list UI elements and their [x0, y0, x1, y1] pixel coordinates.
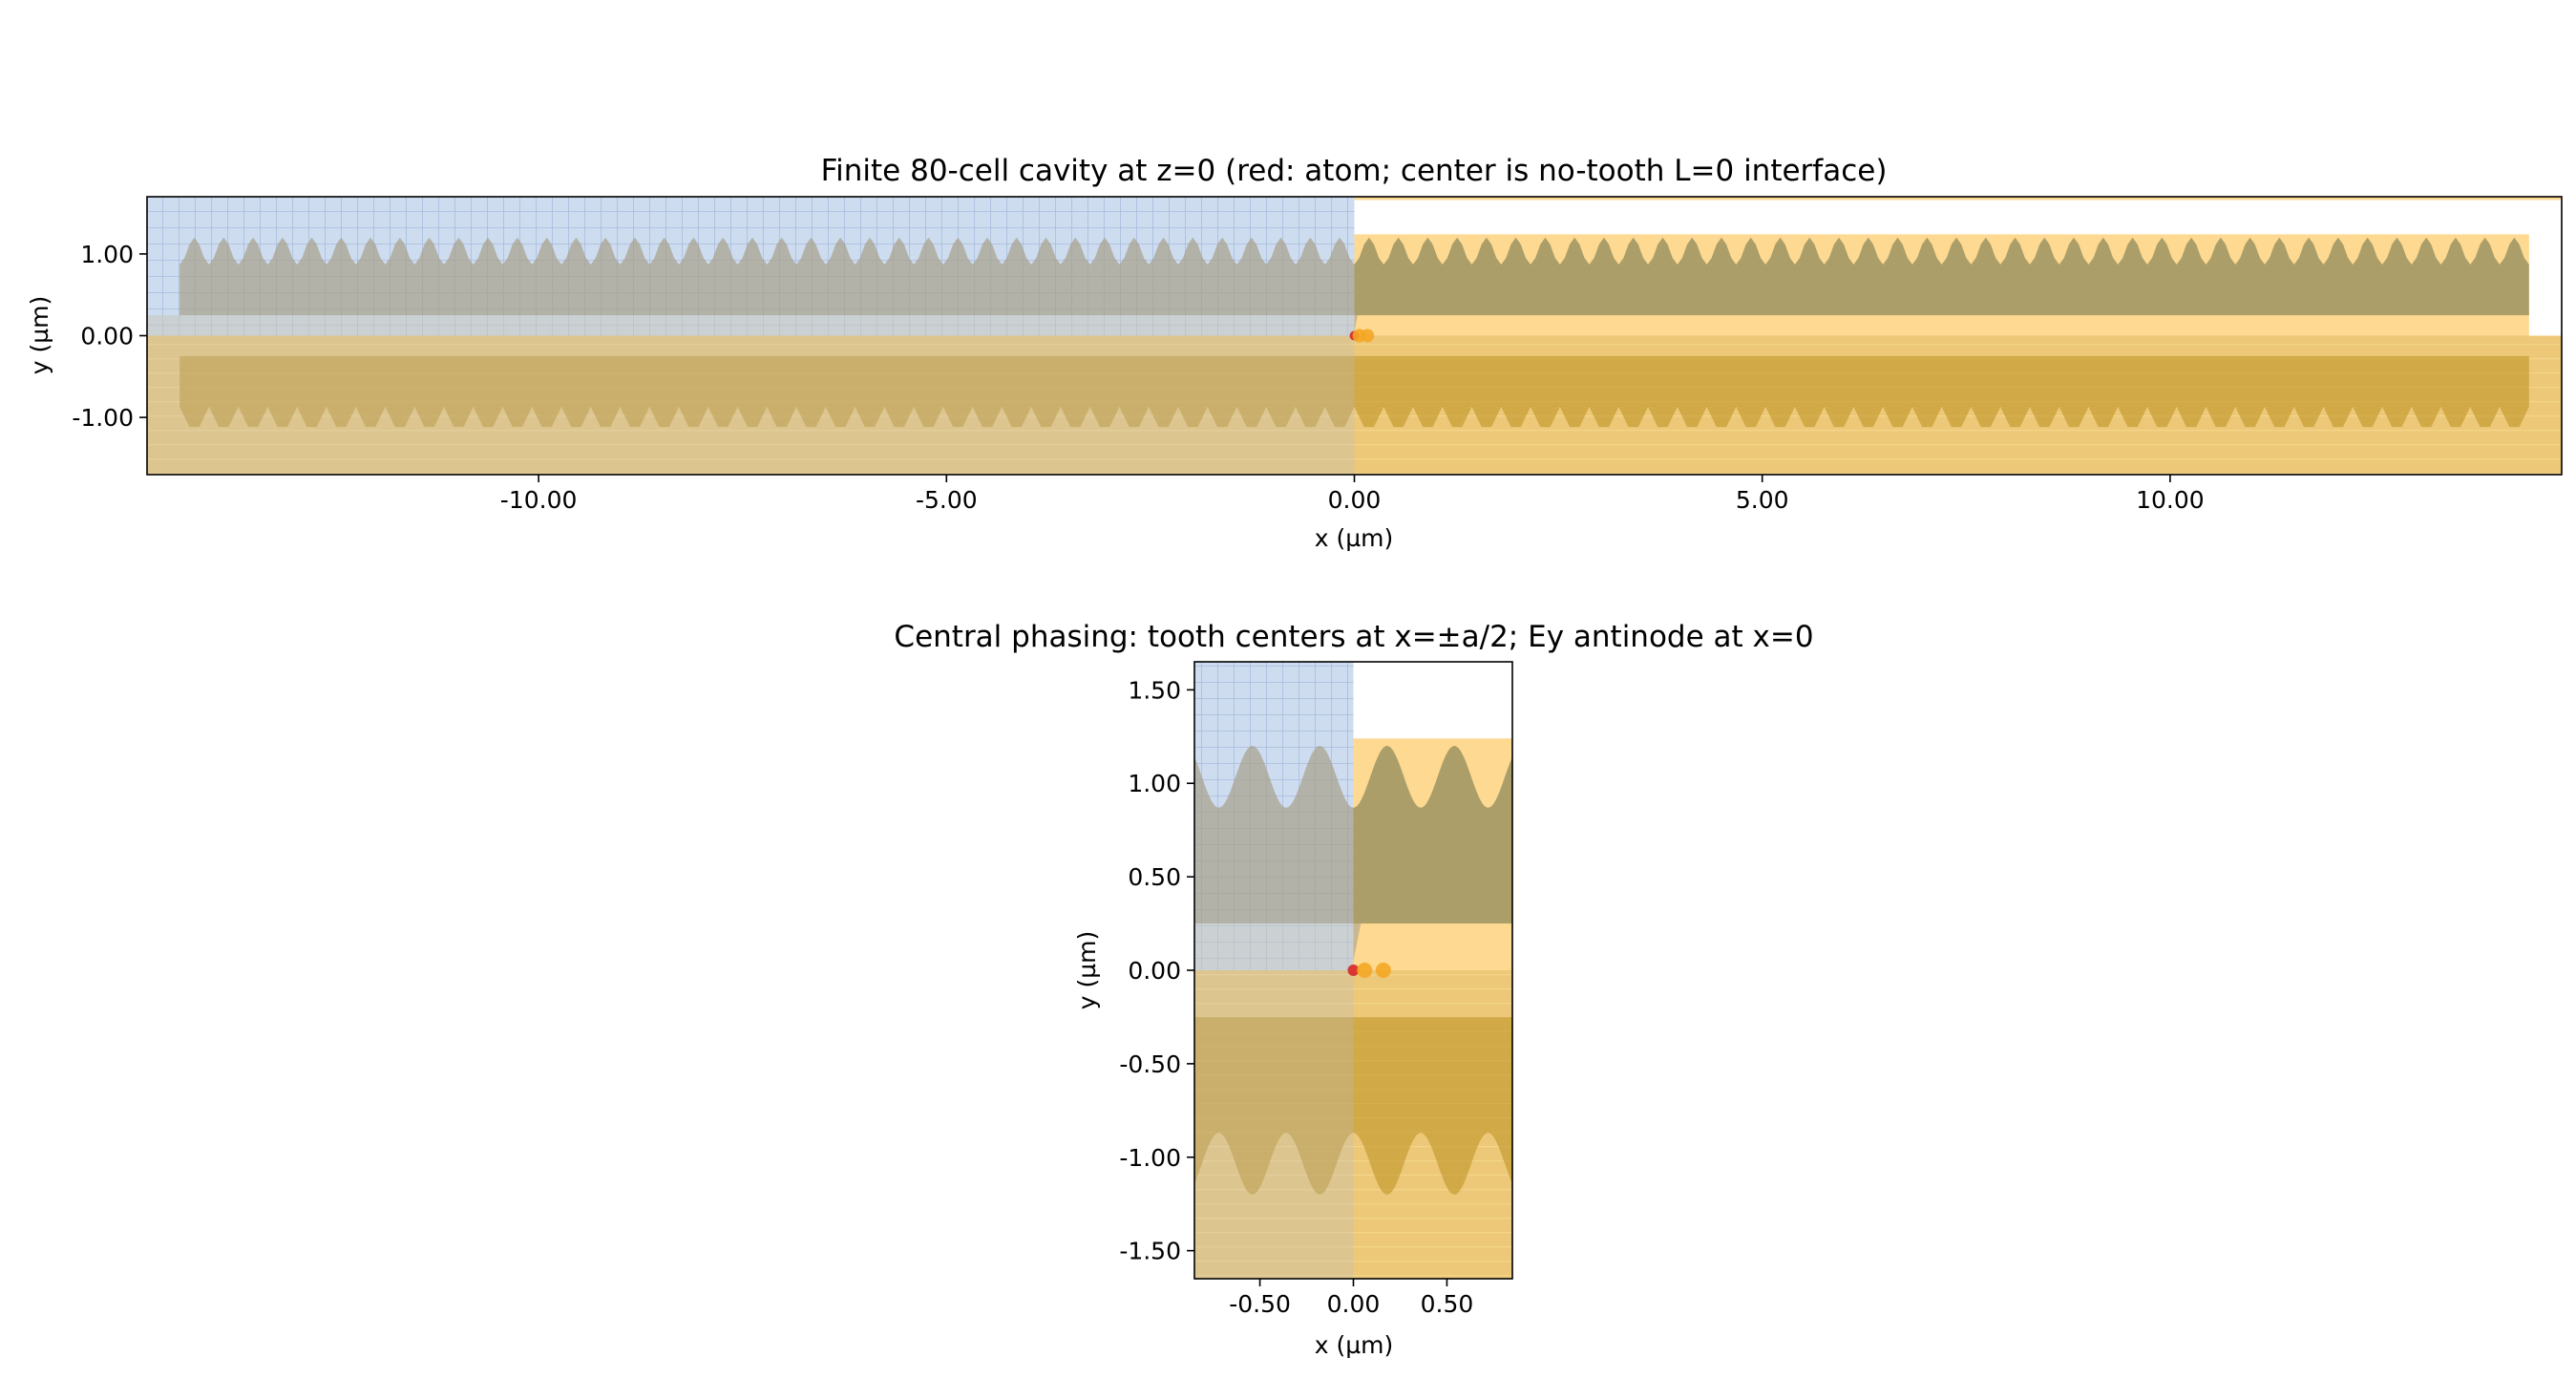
- y-tick-label: 1.00: [1128, 770, 1181, 797]
- top-y-axis-label: y (µm): [26, 296, 53, 375]
- y-tick-label: 0.50: [1128, 863, 1181, 891]
- x-tick-label: -5.00: [916, 486, 978, 514]
- y-tick-label: 1.00: [80, 241, 134, 268]
- y-tick-label: -1.00: [1119, 1144, 1181, 1172]
- bottom-y-ticks: 1.50 1.00 0.50 0.00 -0.50 -1.00 -1.50: [1119, 676, 1194, 1265]
- left-substrate-tint: [147, 335, 1355, 475]
- x-tick-label: 0.50: [1421, 1290, 1474, 1318]
- bottom-y-axis-label: y (µm): [1073, 931, 1101, 1010]
- top-panel: -10.00 -5.00 0.00 5.00 10.00 1.00 0.00 -1.00 F…: [26, 154, 2563, 552]
- top-structure-layers: [147, 197, 2562, 475]
- top-y-ticks: 1.00 0.00 -1.00: [72, 241, 147, 432]
- marker-monitor: [1361, 329, 1375, 343]
- y-tick-label: -1.50: [1119, 1238, 1181, 1265]
- interface-notch: [1354, 315, 1358, 332]
- bottom-panel: -0.50 0.00 0.50 1.50 1.00 0.50 0.00 -0.50 -1.00…: [894, 620, 1813, 1359]
- top-markers: [1349, 329, 1375, 343]
- top-x-axis-label: x (µm): [1315, 524, 1394, 552]
- left-substrate-tint: [1194, 970, 1354, 1279]
- x-tick-label: 0.00: [1327, 1290, 1381, 1318]
- y-tick-label: 0.00: [80, 323, 134, 350]
- left-upper-rail: [179, 237, 1355, 316]
- x-tick-label: -10.00: [500, 486, 578, 514]
- y-tick-label: -1.00: [72, 404, 134, 432]
- bottom-plot-area: [1194, 662, 1512, 1279]
- x-tick-label: 5.00: [1736, 486, 1789, 514]
- x-tick-label: -0.50: [1229, 1290, 1291, 1318]
- top-plot-area: [147, 197, 2562, 475]
- bottom-title: Central phasing: tooth centers at x=±a/2…: [894, 620, 1813, 654]
- right-upper-rail: [1353, 746, 1512, 924]
- x-tick-label: 0.00: [1328, 486, 1382, 514]
- y-tick-label: 0.00: [1128, 957, 1181, 985]
- x-tick-label: 10.00: [2136, 486, 2205, 514]
- top-title: Finite 80-cell cavity at z=0 (red: atom;…: [821, 154, 1888, 188]
- marker-monitor: [1375, 963, 1391, 978]
- bottom-markers: [1347, 963, 1391, 978]
- marker-source: [1357, 963, 1373, 978]
- top-x-ticks: -10.00 -5.00 0.00 5.00 10.00: [500, 475, 2205, 514]
- lower-rail: [1194, 1016, 1512, 1195]
- bottom-x-ticks: -0.50 0.00 0.50: [1229, 1279, 1473, 1318]
- left-upper-rail: [1194, 746, 1354, 924]
- interface-notch: [1353, 923, 1362, 962]
- bottom-structure-layers: [1194, 662, 1512, 1279]
- y-tick-label: -0.50: [1119, 1050, 1181, 1078]
- left-gap-band: [147, 315, 1355, 336]
- y-tick-label: 1.50: [1128, 676, 1181, 704]
- bottom-x-axis-label: x (µm): [1315, 1331, 1394, 1359]
- marker-atom: [1347, 965, 1360, 976]
- lower-rail: [179, 355, 2529, 428]
- top-edge-band: [1354, 197, 2562, 201]
- left-gap-band: [1194, 923, 1354, 970]
- right-upper-rail: [1354, 237, 2529, 316]
